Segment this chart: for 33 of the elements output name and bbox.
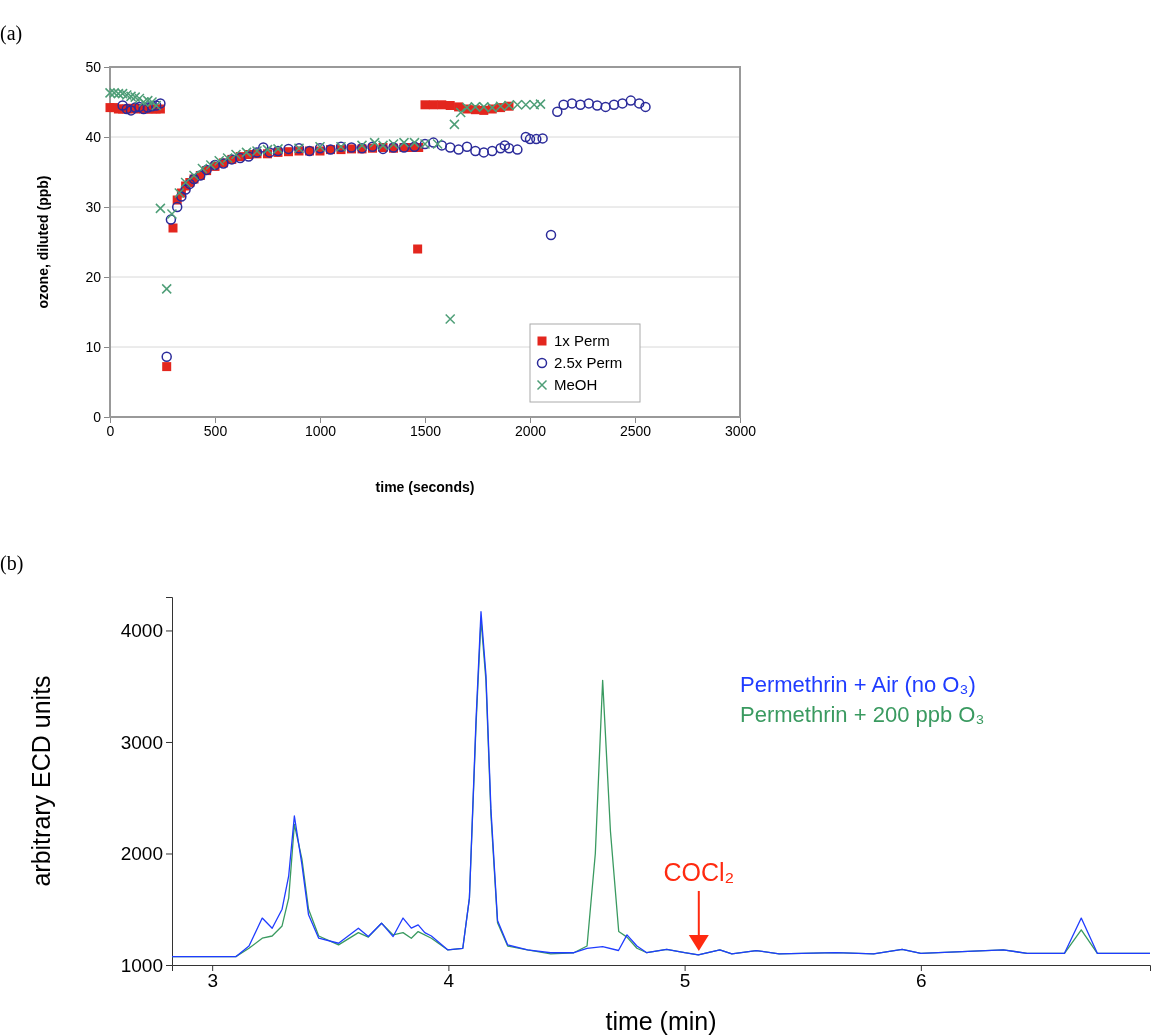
text: Permethrin + Air (no O₃) <box>740 672 976 697</box>
x-tick-label: 500 <box>203 422 228 439</box>
y-tick-label: 20 <box>85 268 102 285</box>
y-tick-label: 1000 <box>120 954 163 976</box>
y-tick-label: 40 <box>85 128 102 145</box>
x-axis-title: time (seconds) <box>375 479 475 495</box>
x-tick-label: 2500 <box>619 422 652 439</box>
y-tick-label: 50 <box>85 58 102 75</box>
y-tick-label: 3000 <box>120 731 163 753</box>
x-tick-label: 6 <box>916 970 927 992</box>
x-tick-label: 5 <box>679 970 691 992</box>
legend-label: 1x Perm <box>554 332 610 349</box>
x-tick-label: 0 <box>106 422 115 439</box>
y-axis-title: ozone, diluted (ppb) <box>35 175 51 309</box>
legend-label: MeOH <box>554 376 598 393</box>
x-tick-label: 3000 <box>724 422 757 439</box>
x-axis-title: time (min) <box>605 1007 717 1035</box>
text: (a) <box>0 22 23 45</box>
y-axis-title: arbitrary ECD units <box>27 675 55 887</box>
x-tick-label: 3 <box>207 970 218 992</box>
y-tick-label: 30 <box>85 198 102 215</box>
text: Permethrin + 200 ppb O₃ <box>740 702 985 727</box>
annotation: COCl₂ <box>663 857 735 886</box>
legend-label: 2.5x Perm <box>554 354 623 371</box>
x-tick-label: 2000 <box>514 422 547 439</box>
x-tick-label: 1500 <box>409 422 442 439</box>
y-tick-label: 4000 <box>120 620 163 642</box>
x-tick-label: 1000 <box>304 422 337 439</box>
y-tick-label: 2000 <box>120 843 163 865</box>
y-tick-label: 10 <box>85 338 102 355</box>
y-tick-label: 0 <box>93 408 102 425</box>
x-tick-label: 4 <box>443 970 455 992</box>
text: (b) <box>0 552 24 575</box>
